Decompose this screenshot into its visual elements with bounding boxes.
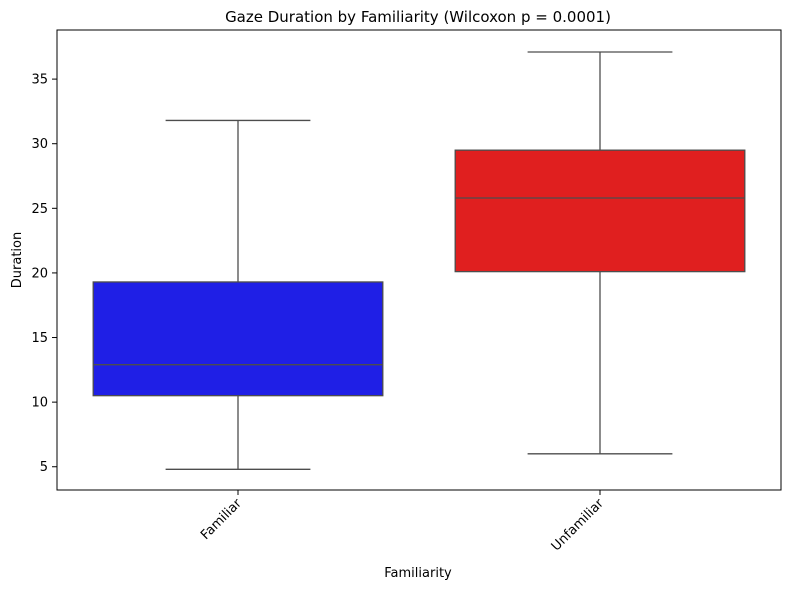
y-tick-label: 20 [31, 266, 48, 281]
plot-area: 5 10 15 20 25 30 35 Familiar Unfamiliar [31, 51, 746, 555]
box-unfamiliar [454, 149, 746, 273]
y-tick-label: 30 [31, 137, 48, 152]
y-tick-label: 35 [31, 73, 48, 88]
y-tick-label: 15 [31, 331, 48, 346]
y-tick-label: 10 [31, 396, 48, 411]
x-tick-label: Familiar [198, 496, 245, 543]
y-axis-label: Duration [10, 232, 25, 288]
chart-title: Gaze Duration by Familiarity (Wilcoxon p… [225, 8, 611, 26]
y-tick-label: 5 [40, 460, 48, 475]
plot-frame [56, 29, 782, 491]
x-axis-label: Familiarity [384, 566, 452, 581]
x-tick-label: Unfamiliar [549, 496, 608, 555]
y-tick-label: 25 [31, 202, 48, 217]
box-familiar [92, 281, 384, 397]
